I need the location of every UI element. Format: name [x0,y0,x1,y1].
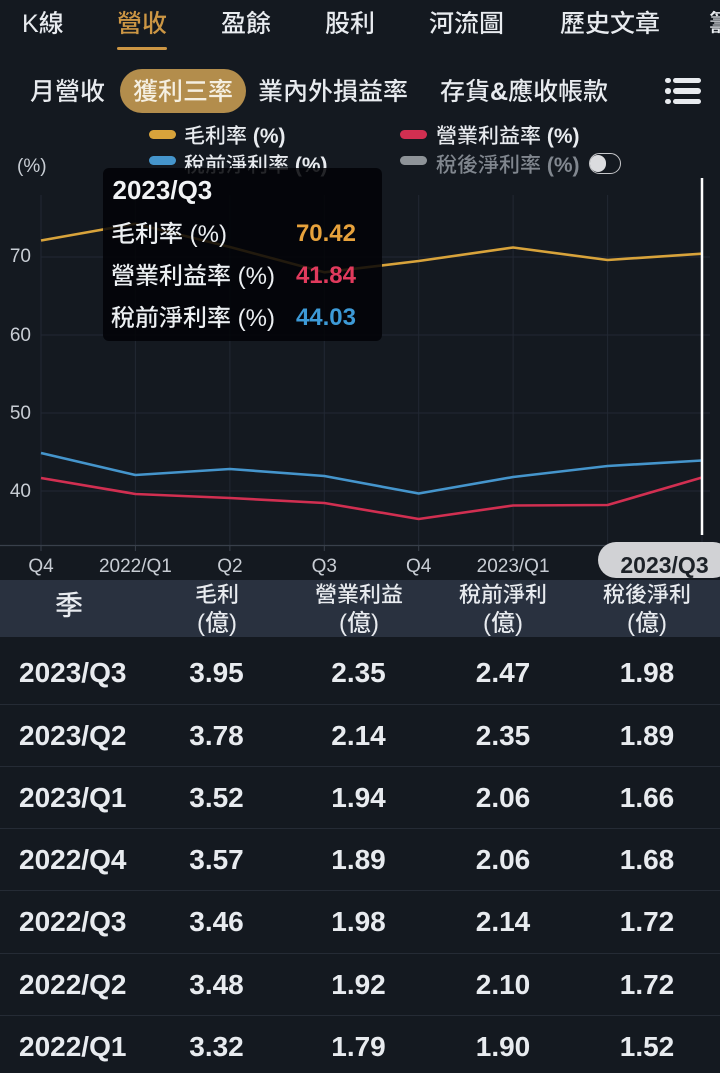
svg-text:(%): (%) [541,154,580,177]
svg-text:(%): (%) [231,305,275,332]
svg-text:K: K [22,10,39,38]
svg-text:): ) [659,610,667,637]
svg-text:(%): (%) [231,263,275,290]
svg-text:(: ( [197,610,205,637]
svg-text:(%): (%) [247,125,286,148]
svg-text:): ) [229,610,237,637]
svg-text:&: & [490,78,508,106]
svg-text:(%): (%) [183,221,227,248]
svg-text:(: ( [483,610,491,637]
svg-text:): ) [515,610,523,637]
svg-text:(: ( [627,610,635,637]
svg-text:(: ( [339,610,347,637]
svg-text:): ) [371,610,379,637]
svg-text:(%): (%) [541,125,580,148]
